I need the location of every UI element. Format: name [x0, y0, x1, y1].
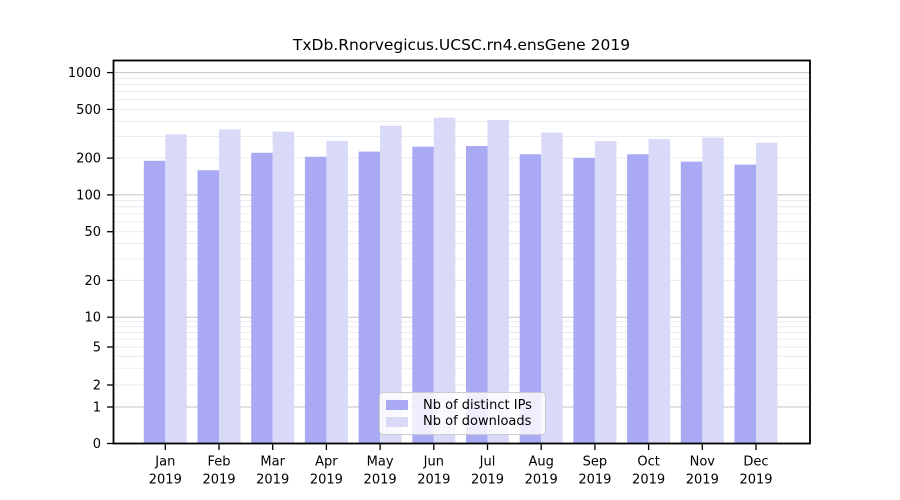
legend-swatch-distinct-ips [386, 400, 408, 411]
legend-label-downloads: Nb of downloads [423, 414, 532, 430]
x-tick-label-year: 2019 [417, 473, 450, 488]
bar-downloads-jan [165, 134, 187, 444]
x-tick-label-month: Mar [260, 455, 285, 470]
bar-distinct-ips-oct [627, 154, 649, 444]
chart-title: TxDb.Rnorvegicus.UCSC.rn4.ensGene 2019 [292, 36, 631, 54]
x-tick-label-year: 2019 [364, 473, 397, 488]
x-tick-label-year: 2019 [310, 473, 343, 488]
x-tick-label-month: Dec [743, 455, 768, 470]
x-tick-label-month: Nov [690, 455, 716, 470]
x-tick-label-year: 2019 [739, 473, 772, 488]
x-tick-label-month: Jun [423, 455, 444, 470]
y-tick-label: 0 [93, 437, 101, 452]
y-tick-label: 5 [93, 341, 101, 356]
bar-distinct-ips-dec [734, 164, 756, 444]
y-tick-label: 50 [84, 225, 101, 240]
bar-downloads-jul [487, 119, 509, 444]
bar-downloads-may [380, 125, 402, 444]
x-tick-label-year: 2019 [149, 473, 182, 488]
x-tick-label-year: 2019 [578, 473, 611, 488]
legend-item-downloads: Nb of downloads [386, 415, 539, 428]
legend: Nb of distinct IPs Nb of downloads [379, 392, 546, 435]
legend-swatch-downloads [386, 416, 408, 427]
bar-downloads-mar [272, 131, 295, 444]
bar-downloads-sep [594, 140, 617, 444]
bar-distinct-ips-sep [573, 157, 595, 444]
y-tick-label: 500 [76, 103, 101, 118]
bar-distinct-ips-jan [143, 160, 166, 444]
x-tick-label-year: 2019 [686, 473, 719, 488]
x-tick-label-month: May [367, 455, 394, 470]
bar-downloads-nov [702, 137, 724, 444]
x-tick-label-month: Sep [583, 455, 608, 470]
y-tick-label: 20 [84, 274, 101, 289]
bar-downloads-apr [326, 140, 348, 444]
bar-distinct-ips-feb [197, 170, 219, 444]
y-tick-label: 10 [84, 311, 101, 326]
bar-distinct-ips-jun [412, 146, 434, 444]
y-tick-label: 1 [93, 401, 101, 416]
x-tick-label-year: 2019 [256, 473, 289, 488]
x-tick-label-year: 2019 [471, 473, 504, 488]
bar-distinct-ips-mar [251, 152, 273, 444]
x-tick-label-month: Jan [154, 455, 175, 470]
bar-downloads-dec [756, 142, 778, 444]
bar-downloads-oct [648, 139, 671, 444]
x-tick-label-year: 2019 [525, 473, 558, 488]
bar-downloads-aug [541, 132, 563, 444]
x-tick-label-month: Apr [315, 455, 338, 470]
x-tick-label-year: 2019 [632, 473, 665, 488]
y-tick-label: 100 [76, 188, 101, 203]
y-tick-label: 2 [93, 379, 101, 394]
legend-item-distinct-ips: Nb of distinct IPs [386, 399, 539, 412]
y-tick-label: 200 [76, 152, 101, 167]
plot-border [112, 59, 811, 445]
bar-distinct-ips-apr [304, 156, 327, 444]
x-tick-label-month: Aug [529, 455, 554, 470]
legend-label-distinct-ips: Nb of distinct IPs [423, 397, 532, 413]
bar-downloads-jun [433, 117, 456, 444]
bar-distinct-ips-aug [519, 154, 542, 444]
x-tick-label-month: Oct [637, 455, 659, 470]
bar-distinct-ips-jul [466, 146, 488, 444]
y-tick-label: 1000 [68, 66, 101, 81]
bar-distinct-ips-may [358, 151, 381, 444]
x-tick-label-month: Feb [207, 455, 230, 470]
bar-downloads-feb [219, 129, 241, 444]
x-tick-label-month: Jul [479, 455, 496, 470]
bar-distinct-ips-nov [680, 161, 703, 444]
x-tick-label-year: 2019 [202, 473, 235, 488]
